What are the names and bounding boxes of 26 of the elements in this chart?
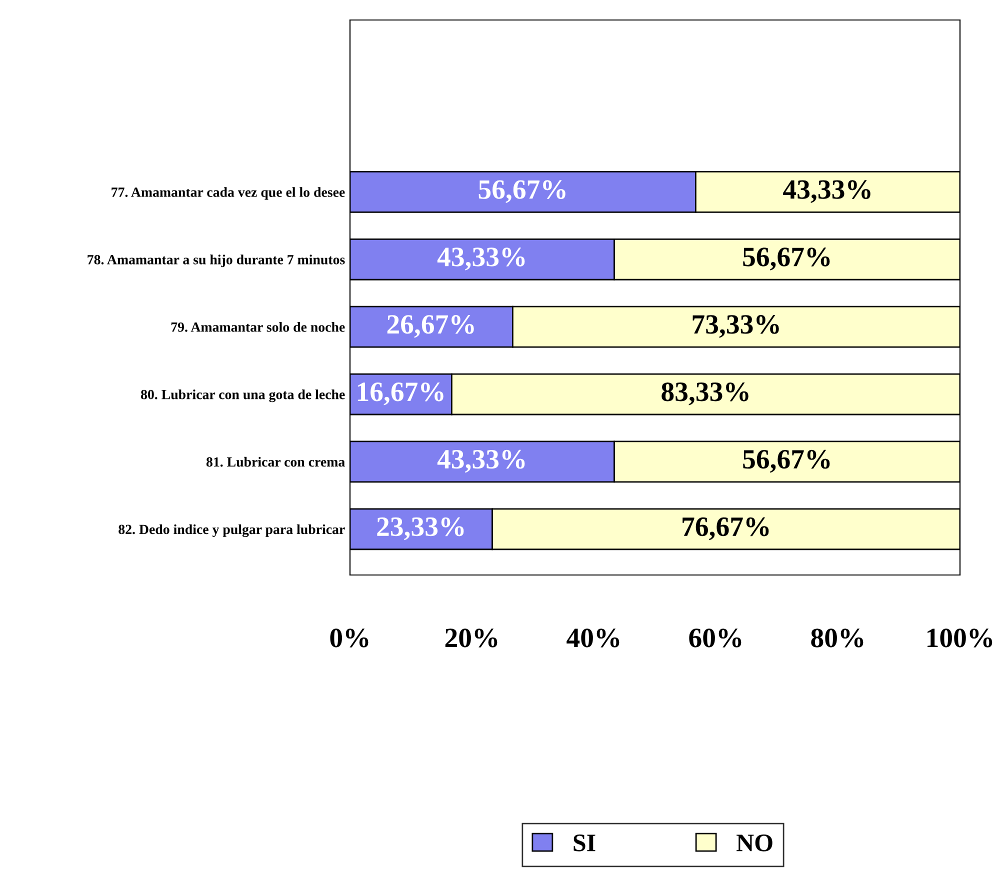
y-tick-label: 79. Amamantar solo de noche (171, 322, 345, 332)
data-label: 56,67% (743, 450, 830, 473)
data-label: 43,33% (437, 248, 525, 270)
data-label: 43,33% (783, 180, 870, 203)
x-tick-label: 100% (928, 628, 992, 648)
x-tick-label: 60% (689, 628, 742, 648)
legend-label: SI (574, 834, 596, 852)
x-tick-label: 20% (445, 628, 498, 648)
data-label: 83,33% (662, 382, 748, 406)
data-label: 56,67% (478, 180, 566, 203)
x-tick-label: 40% (566, 628, 620, 648)
data-label: 73,33% (692, 315, 779, 338)
data-label: 76,67% (682, 517, 769, 540)
data-label: 26,67% (387, 315, 474, 338)
y-tick-label: 82. Dedo indice y pulgar para lubricar (118, 524, 345, 538)
data-label: 16,67% (358, 382, 444, 406)
legend-label: NO (736, 834, 772, 852)
x-tick-label: 80% (811, 628, 864, 648)
y-tick-label: 77. Amamantar cada vez que el lo desee (112, 187, 345, 200)
data-label: 56,67% (743, 248, 830, 270)
data-label: 43,33% (437, 450, 525, 473)
data-label: 23,33% (377, 517, 464, 540)
y-tick-label: 80. Lubricar con una gota de leche (140, 389, 345, 402)
y-tick-label: 81. Lubricar con crema (206, 456, 345, 467)
x-tick-label: 0% (330, 628, 368, 648)
y-tick-label: 78. Amamantar a su hijo durante 7 minutos (88, 254, 345, 268)
